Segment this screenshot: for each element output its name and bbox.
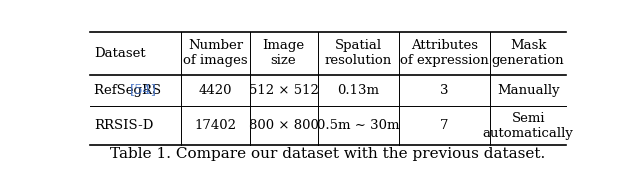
Text: [54]: [54]: [130, 84, 157, 97]
Text: Dataset: Dataset: [94, 47, 145, 60]
Text: Mask
generation: Mask generation: [492, 39, 564, 67]
Text: Attributes
of expression: Attributes of expression: [400, 39, 489, 67]
Text: 512 × 512: 512 × 512: [248, 84, 319, 97]
Text: 0.13m: 0.13m: [337, 84, 379, 97]
Text: RefSegRS: RefSegRS: [94, 84, 165, 97]
Text: Image
size: Image size: [262, 39, 305, 67]
Text: 3: 3: [440, 84, 449, 97]
Text: RRSIS-D: RRSIS-D: [94, 119, 153, 132]
Text: 7: 7: [440, 119, 449, 132]
Text: Spatial
resolution: Spatial resolution: [324, 39, 392, 67]
Text: 4420: 4420: [199, 84, 232, 97]
Text: 0.5m ∼ 30m: 0.5m ∼ 30m: [317, 119, 399, 132]
Text: Table 1. Compare our dataset with the previous dataset.: Table 1. Compare our dataset with the pr…: [110, 147, 546, 161]
Text: Number
of images: Number of images: [183, 39, 248, 67]
Text: Semi
automatically: Semi automatically: [483, 112, 573, 139]
Text: 800 × 800: 800 × 800: [248, 119, 319, 132]
Text: 17402: 17402: [195, 119, 237, 132]
Text: Manually: Manually: [497, 84, 559, 97]
